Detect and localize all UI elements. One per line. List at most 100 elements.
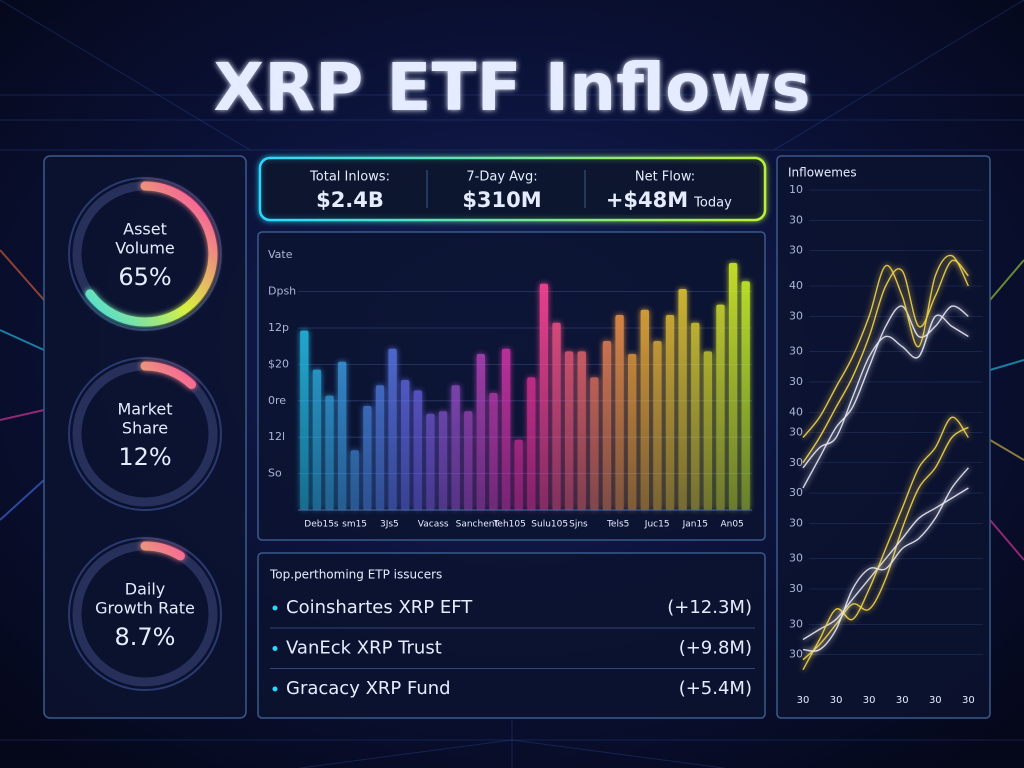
gauge-label: Share <box>122 419 168 438</box>
y-tick-label: 30 <box>789 425 803 438</box>
stat-value: $2.4B <box>316 188 384 212</box>
issuer-value: (+9.8M) <box>679 638 752 659</box>
bar <box>602 341 612 510</box>
y-tick-label: 0re <box>268 394 286 407</box>
bar <box>527 377 536 510</box>
x-tick-label: 30 <box>962 695 975 706</box>
y-tick-label: 30 <box>789 375 803 388</box>
x-tick-label: Juc15 <box>644 520 670 530</box>
gauge-label: Asset <box>123 220 167 239</box>
bar <box>350 450 359 510</box>
bar <box>665 315 675 510</box>
y-tick-label: 40 <box>789 279 803 292</box>
bullet <box>272 605 278 611</box>
stat-value: +$48M <box>606 188 688 212</box>
y-tick-label: So <box>268 467 282 480</box>
y-tick-label: 30 <box>789 345 803 358</box>
y-tick-label: 30 <box>789 486 803 499</box>
gauge-label: Growth Rate <box>95 599 195 618</box>
bar <box>300 330 309 510</box>
gauge-label: Volume <box>115 239 175 258</box>
x-tick-label: 30 <box>896 695 909 706</box>
x-tick-label: 3Js5 <box>380 520 399 530</box>
x-tick-label: Jan15 <box>682 520 708 530</box>
bar <box>337 361 347 510</box>
bar <box>590 377 599 510</box>
gauge-arc <box>72 361 218 507</box>
line-series <box>802 467 969 652</box>
bar <box>539 283 549 510</box>
bar-chart: Vate So 12l 0re $20 12p Dpsh Deb15s sm15 3Js5 Vaca… <box>268 248 752 530</box>
x-tick-label: Sanchent <box>456 520 499 530</box>
gauge-label: Daily <box>125 580 165 599</box>
bullet <box>272 646 278 651</box>
bar <box>489 393 498 510</box>
gauge-value: 65% <box>118 263 171 291</box>
bar <box>691 322 700 510</box>
bar <box>451 385 460 510</box>
issuer-value: (+12.3M) <box>667 597 752 618</box>
x-tick-label: 30 <box>929 695 942 706</box>
y-axis-label: Vate <box>268 248 293 261</box>
y-tick-label: 10 <box>789 183 803 196</box>
y-tick-label: 30 <box>789 213 803 226</box>
issuer-value: (+5.4M) <box>679 678 752 699</box>
x-tick-label: Sulu105 <box>531 520 568 530</box>
y-tick-label: 30 <box>789 516 803 529</box>
bar <box>325 395 334 510</box>
y-tick-label: 30 <box>789 648 803 661</box>
bar <box>413 390 422 510</box>
stat-label: 7-Day Avg: <box>466 170 537 185</box>
bar-chart-panel <box>257 231 766 541</box>
light-streaks <box>0 249 1024 561</box>
bullet <box>272 686 278 692</box>
y-tick-label: 30 <box>789 552 803 565</box>
bars <box>300 263 750 510</box>
stats: Total Inlows: $2.4B 7-Day Avg: $310M Net Flo… <box>309 170 732 213</box>
issuers-title: Top.perthoming ETP issucers <box>269 568 442 582</box>
y-tick-label: 30 <box>789 309 803 322</box>
x-tick-label: Tels5 <box>606 520 629 530</box>
line-chart: Inflowemes 10 30 30 40 30 30 30 40 30 30 30 30 30 30 30… <box>788 166 983 706</box>
bar <box>426 413 435 510</box>
bar <box>401 380 410 510</box>
line-series <box>802 305 969 489</box>
gauge-halo <box>68 357 222 511</box>
bar <box>678 289 687 510</box>
x-tick-label: 30 <box>830 695 843 706</box>
stat-value: $310M <box>462 188 541 212</box>
y-tick-label: Dpsh <box>268 285 296 298</box>
chart-title: Inflowemes <box>788 166 857 180</box>
bar <box>476 354 486 510</box>
bar <box>703 351 713 510</box>
gauge-label: Market <box>118 400 173 419</box>
y-tick-label: 40 <box>789 405 803 418</box>
gauge-value: 12% <box>118 443 171 471</box>
stats-box <box>258 156 767 222</box>
issuers-list: Top.perthoming ETP issucers Coinshartes X… <box>269 568 755 699</box>
bar <box>388 348 397 510</box>
stat-note: Today <box>693 196 732 211</box>
gauge-arc <box>72 541 218 687</box>
x-tick-label: 30 <box>863 695 876 706</box>
gauge-arc <box>72 181 218 327</box>
line-series <box>802 416 969 671</box>
gauge-value: 8.7% <box>115 623 176 651</box>
bar <box>653 341 662 510</box>
y-tick-label: 30 <box>789 456 803 469</box>
bar <box>552 322 561 510</box>
x-tick-label: Sjns <box>569 520 588 530</box>
line-series <box>802 254 970 438</box>
bar <box>363 406 372 510</box>
bar <box>615 315 624 510</box>
stat-label: Total Inlows: <box>309 170 390 185</box>
x-tick-label: 30 <box>797 695 810 706</box>
y-tick-label: 12l <box>268 430 285 443</box>
bar <box>564 351 574 510</box>
x-tick-label: Vacass <box>418 520 449 530</box>
issuers-panel <box>257 552 766 719</box>
gauge-halo <box>68 177 222 331</box>
line-chart-panel <box>776 155 991 719</box>
line-series <box>802 426 969 661</box>
